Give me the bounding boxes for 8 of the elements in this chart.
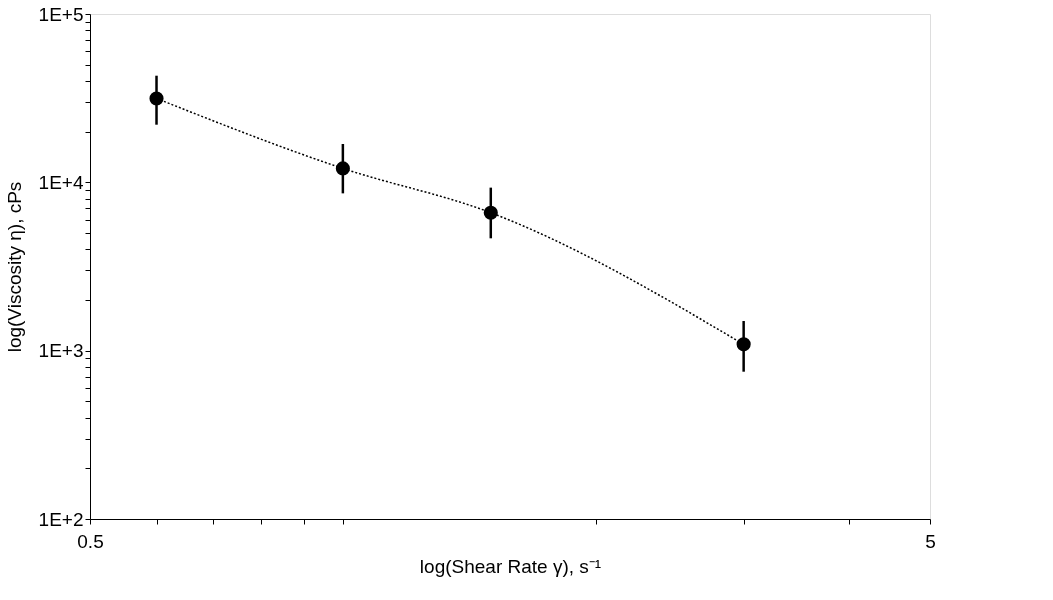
y-tick-label: 1E+2 bbox=[38, 508, 84, 530]
y-tick-label: 1E+4 bbox=[38, 171, 84, 193]
x-tick-label: 0.5 bbox=[77, 530, 104, 552]
y-tick-label: 1E+5 bbox=[38, 3, 84, 25]
y-tick-label: 1E+3 bbox=[38, 340, 84, 362]
x-axis-title: log(Shear Rate γ), s⁻¹ bbox=[419, 555, 602, 577]
x-tick-label: 5 bbox=[925, 530, 936, 552]
y-axis-title: log(Viscosity η), cPs bbox=[3, 181, 25, 353]
